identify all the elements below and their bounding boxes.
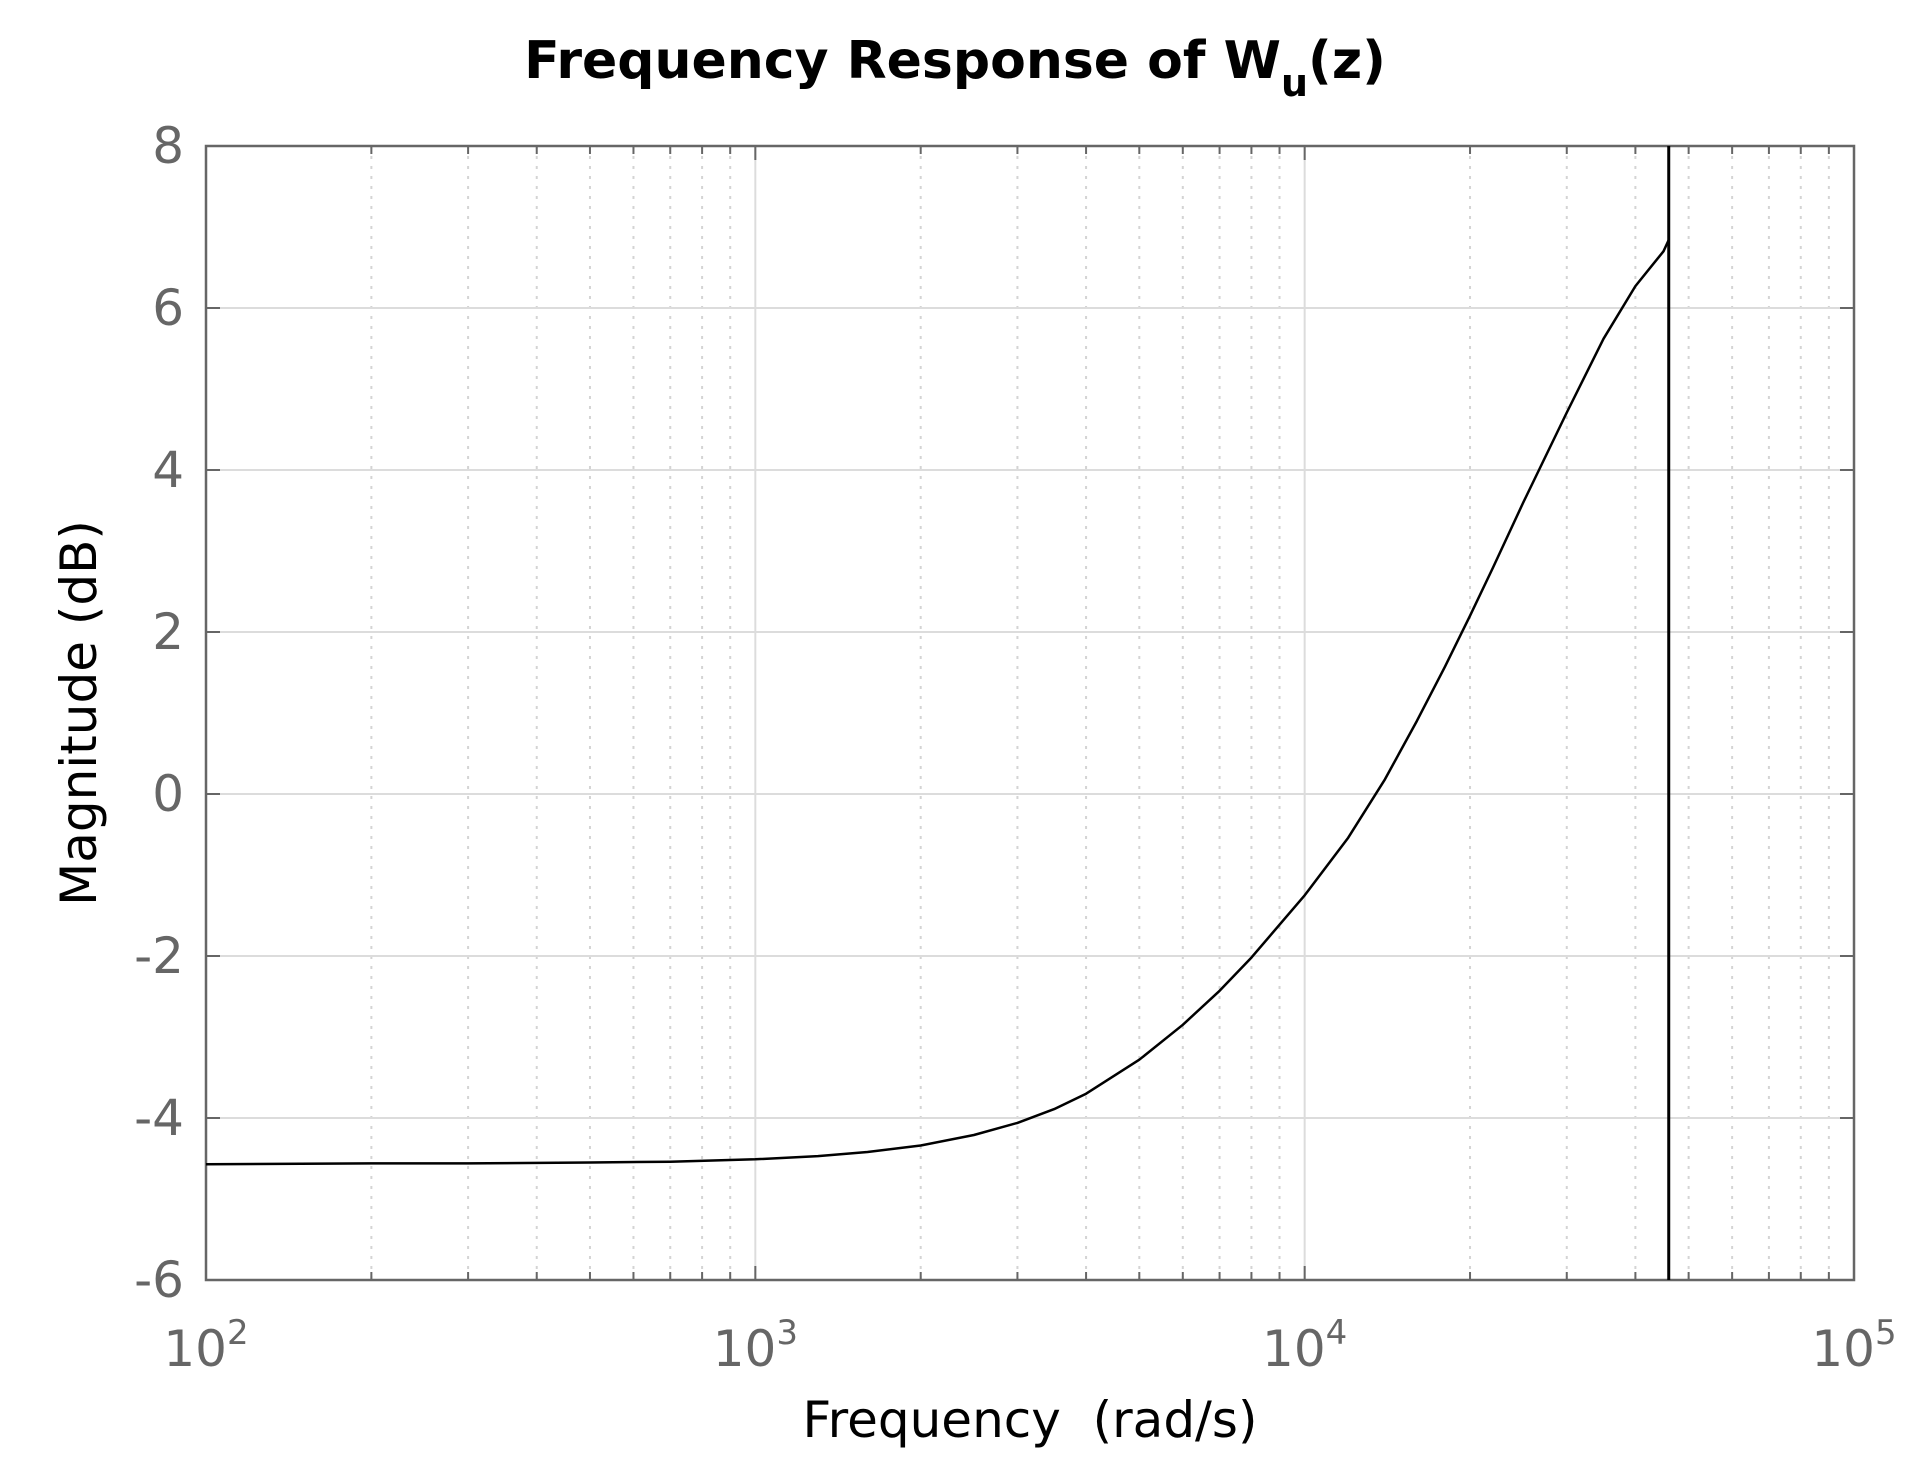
y-tick-label: 4 <box>152 441 184 499</box>
y-tick-label: 6 <box>152 279 184 337</box>
x-tick-exponent: 5 <box>1875 1313 1897 1353</box>
x-tick-label: 104 <box>1262 1313 1347 1378</box>
data-layer <box>205 146 1671 1280</box>
x-axis-label: Frequency (rad/s) <box>803 1391 1258 1449</box>
y-tick-label: -4 <box>134 1089 184 1147</box>
x-tick-base: 10 <box>713 1320 777 1378</box>
x-tick-labels: 102 103 104 105 <box>163 1313 1896 1378</box>
x-tick-label: 105 <box>1811 1313 1896 1378</box>
chart-title-main: Frequency Response of W <box>524 31 1281 91</box>
series-line <box>205 239 1670 1166</box>
x-tick-exponent: 3 <box>776 1313 798 1353</box>
x-tick-base: 10 <box>1811 1320 1875 1378</box>
plot-background <box>206 146 1854 1280</box>
x-tick-label: 102 <box>163 1313 248 1378</box>
x-tick-label: 103 <box>713 1313 798 1378</box>
y-tick-label: -6 <box>134 1251 184 1309</box>
y-axis-label: Magnitude (dB) <box>50 520 108 906</box>
chart-title-subscript: u <box>1281 61 1308 105</box>
x-tick-exponent: 4 <box>1326 1313 1348 1353</box>
x-tick-exponent: 2 <box>227 1313 249 1353</box>
y-tick-label: 0 <box>152 765 184 823</box>
chart-title: Frequency Response of Wu(z) <box>524 31 1386 105</box>
y-tick-label: -2 <box>134 927 184 985</box>
chart-title-suffix: (z) <box>1308 31 1386 91</box>
y-tick-label: 2 <box>152 603 184 661</box>
x-tick-base: 10 <box>163 1320 227 1378</box>
plot-frame <box>204 144 1856 1282</box>
y-tick-labels: 8 6 4 2 0 -2 -4 -6 <box>134 117 184 1309</box>
x-tick-base: 10 <box>1262 1320 1326 1378</box>
y-tick-label: 8 <box>152 117 184 175</box>
axis-ticks <box>205 145 1855 1281</box>
